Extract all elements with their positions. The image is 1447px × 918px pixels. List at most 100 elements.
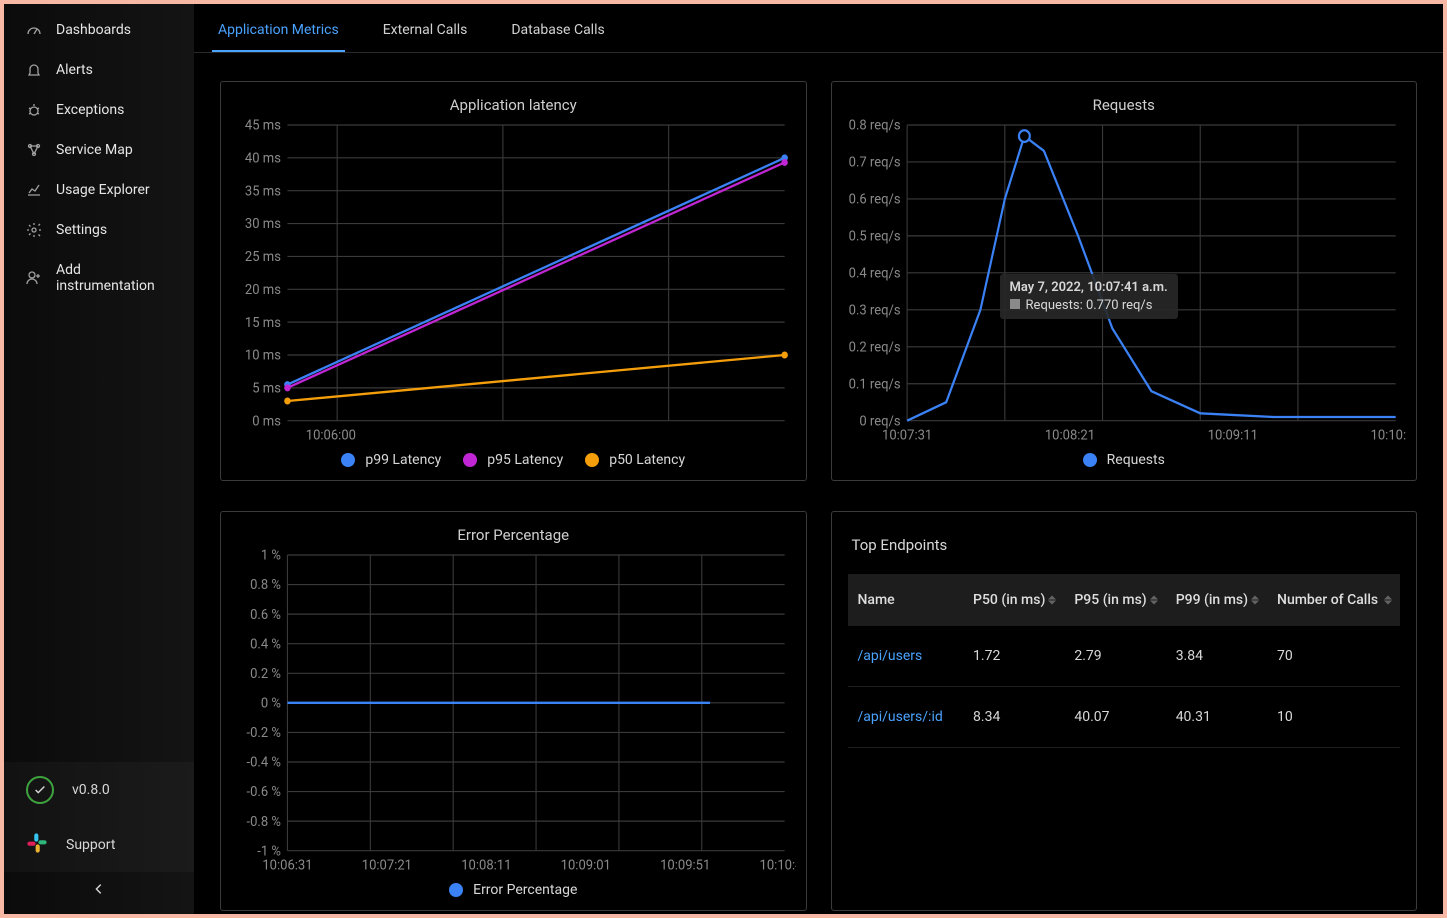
panel-endpoints: Top Endpoints NameP50 (in ms)P95 (in ms)… xyxy=(831,511,1418,911)
endpoints-title: Top Endpoints xyxy=(848,536,1401,554)
sidebar-item-service-map[interactable]: Service Map xyxy=(4,130,194,170)
support-label: Support xyxy=(66,837,115,853)
legend-item[interactable]: Error Percentage xyxy=(449,882,577,898)
svg-text:-0.4 %: -0.4 % xyxy=(247,754,282,771)
svg-text:10:09:51: 10:09:51 xyxy=(660,857,710,874)
requests-legend: Requests xyxy=(842,444,1407,470)
svg-text:10:09:11: 10:09:11 xyxy=(1207,427,1257,444)
legend-label: Requests xyxy=(1107,452,1165,468)
bell-icon xyxy=(26,62,42,78)
svg-text:0.7 req/s: 0.7 req/s xyxy=(848,154,900,171)
error-title: Error Percentage xyxy=(231,526,796,544)
endpoints-header-row: NameP50 (in ms)P95 (in ms)P99 (in ms)Num… xyxy=(848,574,1401,626)
svg-text:10:08:11: 10:08:11 xyxy=(461,857,511,874)
sidebar-item-version[interactable]: v0.8.0 xyxy=(4,762,194,818)
sidebar-item-usage-explorer[interactable]: Usage Explorer xyxy=(4,170,194,210)
sidebar-item-exceptions[interactable]: Exceptions xyxy=(4,90,194,130)
sidebar: Dashboards Alerts Exceptions Service Map… xyxy=(4,4,194,914)
sidebar-item-dashboards[interactable]: Dashboards xyxy=(4,10,194,50)
endpoint-cell: 2.79 xyxy=(1064,626,1165,687)
svg-text:40 ms: 40 ms xyxy=(245,150,281,167)
sidebar-item-alerts[interactable]: Alerts xyxy=(4,50,194,90)
tab-application-metrics[interactable]: Application Metrics xyxy=(212,12,345,52)
sidebar-item-label: Dashboards xyxy=(56,22,131,38)
requests-chart[interactable]: 0 req/s0.1 req/s0.2 req/s0.3 req/s0.4 re… xyxy=(842,118,1407,444)
endpoints-table: NameP50 (in ms)P95 (in ms)P99 (in ms)Num… xyxy=(848,574,1401,748)
svg-text:0.2 %: 0.2 % xyxy=(250,666,281,683)
chart-line-icon xyxy=(26,182,42,198)
tab-database-calls[interactable]: Database Calls xyxy=(505,12,610,52)
svg-text:-0.6 %: -0.6 % xyxy=(247,784,282,801)
sidebar-item-label: Usage Explorer xyxy=(56,182,150,198)
sidebar-collapse-button[interactable] xyxy=(4,872,194,914)
svg-text:10:10:01: 10:10:01 xyxy=(1370,427,1406,444)
sidebar-item-label: Exceptions xyxy=(56,102,124,118)
legend-label: p95 Latency xyxy=(487,452,563,468)
svg-text:10:06:00: 10:06:00 xyxy=(306,427,356,444)
service-map-icon xyxy=(26,142,42,158)
table-row: /api/users1.722.793.8470 xyxy=(848,626,1401,687)
svg-text:-0.8 %: -0.8 % xyxy=(247,813,282,830)
sidebar-item-support[interactable]: Support xyxy=(4,818,194,872)
tab-external-calls[interactable]: External Calls xyxy=(377,12,474,52)
endpoint-cell: 70 xyxy=(1267,626,1400,687)
legend-dot-icon xyxy=(463,453,477,467)
table-row: /api/users/:id8.3440.0740.3110 xyxy=(848,687,1401,748)
gear-icon xyxy=(26,222,42,238)
panel-requests: Requests 0 req/s0.1 req/s0.2 req/s0.3 re… xyxy=(831,81,1418,481)
panel-latency: Application latency 0 ms5 ms10 ms15 ms20… xyxy=(220,81,807,481)
error-legend: Error Percentage xyxy=(231,874,796,900)
legend-item[interactable]: p99 Latency xyxy=(341,452,441,468)
endpoints-col-header[interactable]: P50 (in ms) xyxy=(963,574,1064,626)
svg-text:0.6 %: 0.6 % xyxy=(250,606,281,623)
sidebar-item-add-instrumentation[interactable]: Add instrumentation xyxy=(4,250,194,306)
endpoint-link[interactable]: /api/users xyxy=(858,648,923,664)
legend-label: Error Percentage xyxy=(473,882,577,898)
svg-text:1 %: 1 % xyxy=(261,548,281,564)
bug-icon xyxy=(26,102,42,118)
tab-bar: Application Metrics External Calls Datab… xyxy=(194,4,1443,53)
endpoints-col-header: Name xyxy=(848,574,964,626)
svg-text:0.8 %: 0.8 % xyxy=(250,577,281,594)
slack-icon xyxy=(26,832,48,858)
svg-text:5 ms: 5 ms xyxy=(252,380,281,397)
panel-error: Error Percentage -1 %-0.8 %-0.6 %-0.4 %-… xyxy=(220,511,807,911)
sidebar-item-settings[interactable]: Settings xyxy=(4,210,194,250)
legend-dot-icon xyxy=(1083,453,1097,467)
sort-icon xyxy=(1048,596,1056,605)
sidebar-item-label: Settings xyxy=(56,222,107,238)
svg-text:0 ms: 0 ms xyxy=(252,413,281,430)
error-chart[interactable]: -1 %-0.8 %-0.6 %-0.4 %-0.2 %0 %0.2 %0.4 … xyxy=(231,548,796,874)
svg-text:10:08:21: 10:08:21 xyxy=(1044,427,1094,444)
legend-dot-icon xyxy=(449,883,463,897)
legend-dot-icon xyxy=(585,453,599,467)
version-check-icon xyxy=(26,776,54,804)
svg-text:25 ms: 25 ms xyxy=(245,249,281,266)
endpoint-cell: 8.34 xyxy=(963,687,1064,748)
add-instrumentation-icon xyxy=(26,270,42,286)
endpoints-body: /api/users1.722.793.8470/api/users/:id 8.… xyxy=(848,626,1401,748)
svg-text:0.5 req/s: 0.5 req/s xyxy=(848,228,900,245)
endpoint-link[interactable]: /api/users/:id xyxy=(858,709,943,725)
svg-text:0.8 req/s: 0.8 req/s xyxy=(848,118,900,134)
version-label: v0.8.0 xyxy=(72,782,110,798)
svg-text:0.4 req/s: 0.4 req/s xyxy=(848,265,900,282)
gauge-icon xyxy=(26,22,42,38)
endpoints-col-header[interactable]: P99 (in ms) xyxy=(1166,574,1267,626)
main-area: Application Metrics External Calls Datab… xyxy=(194,4,1443,914)
svg-text:10:07:31: 10:07:31 xyxy=(882,427,932,444)
error-chart-svg: -1 %-0.8 %-0.6 %-0.4 %-0.2 %0 %0.2 %0.4 … xyxy=(231,548,796,874)
sidebar-item-label: Alerts xyxy=(56,62,93,78)
endpoint-cell: 3.84 xyxy=(1166,626,1267,687)
requests-title: Requests xyxy=(842,96,1407,114)
endpoints-col-header[interactable]: Number of Calls xyxy=(1267,574,1400,626)
svg-text:0.1 req/s: 0.1 req/s xyxy=(848,376,900,393)
latency-legend: p99 Latency p95 Latency p50 Latency xyxy=(231,444,796,470)
sort-icon xyxy=(1384,596,1392,605)
svg-text:35 ms: 35 ms xyxy=(245,183,281,200)
latency-chart[interactable]: 0 ms5 ms10 ms15 ms20 ms25 ms30 ms35 ms40… xyxy=(231,118,796,444)
legend-item[interactable]: Requests xyxy=(1083,452,1165,468)
legend-item[interactable]: p50 Latency xyxy=(585,452,685,468)
legend-item[interactable]: p95 Latency xyxy=(463,452,563,468)
endpoints-col-header[interactable]: P95 (in ms) xyxy=(1064,574,1165,626)
